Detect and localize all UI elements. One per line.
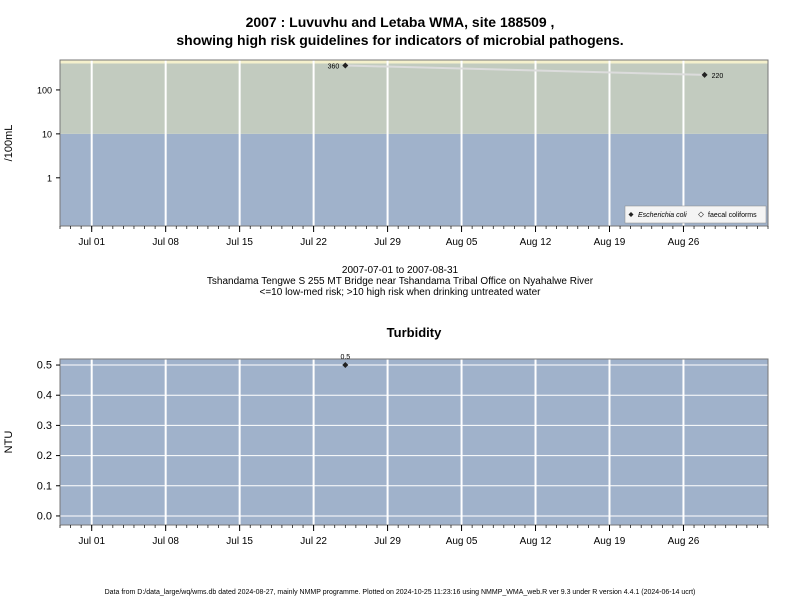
series-line — [345, 64, 705, 76]
plot-border — [59, 59, 769, 227]
data-point — [701, 71, 708, 78]
x-tick-label: Aug 05 — [446, 237, 478, 248]
x-tick-label: Aug 19 — [594, 536, 626, 547]
chart-title-line2: showing high risk guidelines for indicat… — [176, 32, 624, 48]
data-label: 360 — [328, 63, 340, 70]
site-description: Tshandama Tengwe S 255 MT Bridge near Ts… — [206, 276, 594, 287]
y-tick-label: 0.4 — [37, 390, 52, 402]
legend-label-faecal: faecal coliforms — [708, 212, 757, 219]
risk-band-1 — [60, 63, 768, 134]
x-tick-label: Aug 05 — [446, 536, 478, 547]
turbidity-chart: Jul 01 Jul 08 Jul 15 Jul 22 Jul 29 Aug 05 Aug … — [3, 325, 769, 547]
y-tick-label: 100 — [37, 85, 52, 95]
data-point — [342, 362, 349, 369]
y-tick-label: 0.3 — [37, 420, 52, 432]
x-tick-label: Aug 19 — [594, 237, 626, 248]
data-point — [342, 62, 349, 69]
x-tick-label: Aug 12 — [520, 536, 552, 547]
y-tick-label: 10 — [42, 129, 52, 139]
x-tick-label: Jul 29 — [374, 237, 401, 248]
plot-background — [60, 359, 768, 525]
x-tick-label: Aug 26 — [668, 237, 700, 248]
x-tick-label: Aug 26 — [668, 536, 700, 547]
y-axis-label: NTU — [3, 431, 15, 454]
y-tick-label: 0.2 — [37, 450, 52, 462]
x-tick-label: Jul 22 — [300, 536, 327, 547]
risk-band-2 — [60, 60, 768, 64]
footer-note: Data from D:/data_large/wq/wms.db dated … — [104, 589, 696, 596]
microbial-chart: Jul 01 Jul 08 Jul 15 Jul 22 Jul 29 Aug 05 Aug … — [3, 59, 769, 248]
plot-border — [59, 358, 769, 526]
date-range-label: 2007-07-01 to 2007-08-31 — [341, 265, 459, 276]
x-tick-label: Jul 22 — [300, 237, 327, 248]
x-tick-label: Jul 29 — [374, 536, 401, 547]
risk-note: <=10 low-med risk; >10 high risk when dr… — [259, 287, 541, 298]
x-tick-label: Jul 01 — [78, 536, 105, 547]
y-tick-label: 1 — [47, 173, 52, 183]
x-tick-label: Jul 08 — [152, 237, 179, 248]
data-label: 0.5 — [340, 354, 350, 361]
x-tick-label: Jul 15 — [226, 536, 253, 547]
chart-title-line1: 2007 : Luvuvhu and Letaba WMA, site 1885… — [245, 14, 555, 30]
x-tick-label: Jul 15 — [226, 237, 253, 248]
y-axis-label: /100mL — [3, 125, 15, 162]
legend-marker-faecal — [698, 211, 704, 218]
panel-title: Turbidity — [387, 325, 442, 340]
data-label: 220 — [712, 73, 724, 80]
y-tick-label: 0.5 — [37, 360, 52, 372]
x-tick-label: Aug 12 — [520, 237, 552, 248]
legend-label-ecoli: Escherichia coli — [638, 212, 687, 219]
y-tick-label: 0.1 — [37, 480, 52, 492]
y-tick-label: 0.0 — [37, 510, 52, 522]
legend-box — [624, 205, 767, 224]
x-tick-label: Jul 01 — [78, 237, 105, 248]
legend-marker-ecoli — [628, 212, 634, 217]
x-tick-label: Jul 08 — [152, 536, 179, 547]
